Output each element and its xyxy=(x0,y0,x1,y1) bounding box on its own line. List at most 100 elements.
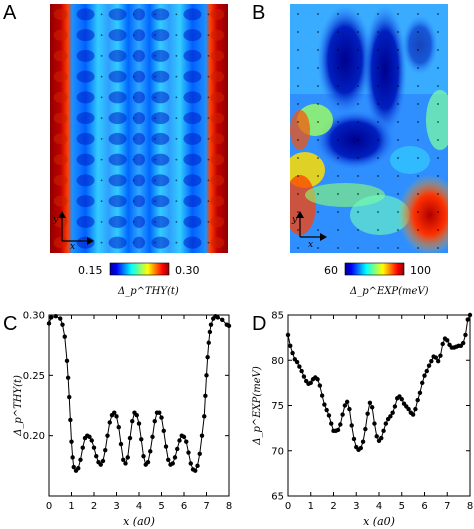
chart-d-series-line xyxy=(287,314,471,451)
heatmap-b-dot xyxy=(297,247,299,249)
heatmap-b-dot xyxy=(357,13,359,15)
map-a-y-label: y xyxy=(52,215,59,225)
chart-d-data-point xyxy=(410,412,416,417)
heatmap-a-cell xyxy=(108,70,127,83)
heatmap-b-dot xyxy=(297,13,299,15)
heatmap-a-atom-dot xyxy=(175,241,178,244)
chart-c-ytick-label: 0.30 xyxy=(23,311,45,322)
map-b-x-label: x xyxy=(308,240,313,250)
chart-d-data-point xyxy=(367,400,373,405)
chart-d-data-point xyxy=(317,383,323,388)
chart-d-data-point xyxy=(340,412,345,417)
chart-c-xtick-label: 8 xyxy=(226,501,232,512)
heatmap-a-atom-dot xyxy=(207,200,210,203)
heatmap-a-atom-dot xyxy=(207,137,210,140)
chart-c-data-point xyxy=(76,466,81,471)
chart-c-data-point xyxy=(46,321,52,326)
heatmap-a-atom-dot xyxy=(100,75,103,78)
chart-d-ytick-label: 80 xyxy=(271,356,284,367)
heatmap-b-dot xyxy=(437,31,439,33)
heatmap-a-atom-dot xyxy=(100,34,103,37)
chart-d-data-point xyxy=(406,406,411,412)
heatmap-a-cell xyxy=(183,132,202,145)
heatmap-a-cell xyxy=(133,195,145,208)
heatmap-a-cell xyxy=(183,91,202,104)
chart-c-data-point xyxy=(64,358,70,364)
heatmap-b-dot xyxy=(297,229,299,231)
heatmap-a-cell xyxy=(76,195,95,208)
chart-d-xtick-label: 8 xyxy=(467,501,473,512)
heatmap-b-dot xyxy=(377,157,379,159)
chart-c-data-point xyxy=(91,445,97,450)
heatmap-b-dot xyxy=(397,139,399,141)
heatmap-a-atom-dot xyxy=(175,158,178,161)
heatmap-b-dot xyxy=(317,85,319,87)
heatmap-a-cell xyxy=(151,132,170,145)
heatmap-b-dot xyxy=(377,175,379,177)
heatmap-a-atom-dot xyxy=(100,54,103,57)
heatmap-a-cell xyxy=(133,112,145,125)
heatmap-a-atom-dot xyxy=(175,117,178,120)
heatmap-b-dot xyxy=(437,85,439,87)
heatmap-b-dot xyxy=(397,85,399,87)
chart-d-data-point xyxy=(338,422,343,427)
heatmap-b-dot xyxy=(417,193,419,195)
heatmap-b-dot xyxy=(417,157,419,159)
chart-d-data-point xyxy=(324,407,329,413)
chart-d-data-point xyxy=(315,377,320,382)
heatmap-a-atom-dot xyxy=(175,137,178,140)
heatmap-b-dot xyxy=(377,247,379,249)
chart-d-data-point xyxy=(424,368,429,374)
heatmap-b-dot xyxy=(317,193,319,195)
chart-d-xtick-label: 5 xyxy=(399,501,405,512)
chart-c-data-point xyxy=(184,439,189,444)
heatmap-a-edge-cell xyxy=(210,237,225,249)
chart-d-data-point xyxy=(463,332,468,338)
chart-c-data-point xyxy=(181,434,187,440)
heatmap-a-atom-dot xyxy=(207,13,210,16)
chart-d-data-point xyxy=(445,338,450,343)
chart-c-data-point xyxy=(116,425,121,430)
chart-c-data-point xyxy=(114,414,119,419)
chart-d-data-point xyxy=(319,393,325,398)
heatmap-a-atom-dot xyxy=(100,158,103,161)
heatmap-a-atom-dot xyxy=(100,241,103,244)
heatmap-b-dot xyxy=(397,67,399,69)
chart-c-data-point xyxy=(163,444,169,449)
heatmap-a-cell xyxy=(108,29,127,42)
heatmap-b-dot xyxy=(417,49,419,51)
chart-c-data-point xyxy=(205,355,210,360)
heatmap-a-atom-dot xyxy=(207,75,210,78)
chart-c-data-point xyxy=(136,421,142,426)
chart-d-data-point xyxy=(342,403,348,408)
chart-c-data-point xyxy=(141,453,146,459)
heatmap-b-low-region xyxy=(317,5,373,115)
chart-d-data-point xyxy=(429,358,434,364)
heatmap-b-dot xyxy=(397,13,399,15)
chart-c-data-point xyxy=(166,457,171,462)
heatmap-a-cell xyxy=(183,8,202,21)
chart-c-data-point xyxy=(130,418,135,424)
chart-c-data-point xyxy=(188,461,193,466)
chart-d-xtick-label: 0 xyxy=(285,501,291,512)
heatmap-b-dot xyxy=(397,175,399,177)
heatmap-a-atom-dot xyxy=(175,13,178,16)
chart-d-data-point xyxy=(467,312,473,318)
map-a-x-label: x xyxy=(70,242,75,252)
heatmap-a-axes-glyph: x y xyxy=(52,211,94,252)
chart-c-data-point xyxy=(193,468,198,473)
heatmap-b-dot xyxy=(377,193,379,195)
heatmap-a-cell xyxy=(76,91,95,104)
chart-c-xtick-label: 6 xyxy=(181,501,187,512)
chart-c-data-point xyxy=(152,418,157,424)
heatmap-a-edge-cell xyxy=(53,112,68,124)
chart-c-x-axis-label: x (a0) xyxy=(123,515,155,528)
heatmap-a-cell xyxy=(183,236,202,249)
heatmap-b-dot xyxy=(437,247,439,249)
chart-d-xtick-label: 4 xyxy=(376,501,382,512)
heatmap-b-dot xyxy=(297,157,299,159)
heatmap-a-edge-cell xyxy=(53,50,68,62)
heatmap-a-edge-cell xyxy=(210,29,225,41)
heatmap-a-cell xyxy=(151,215,170,228)
heatmap-b-dot xyxy=(377,211,379,213)
